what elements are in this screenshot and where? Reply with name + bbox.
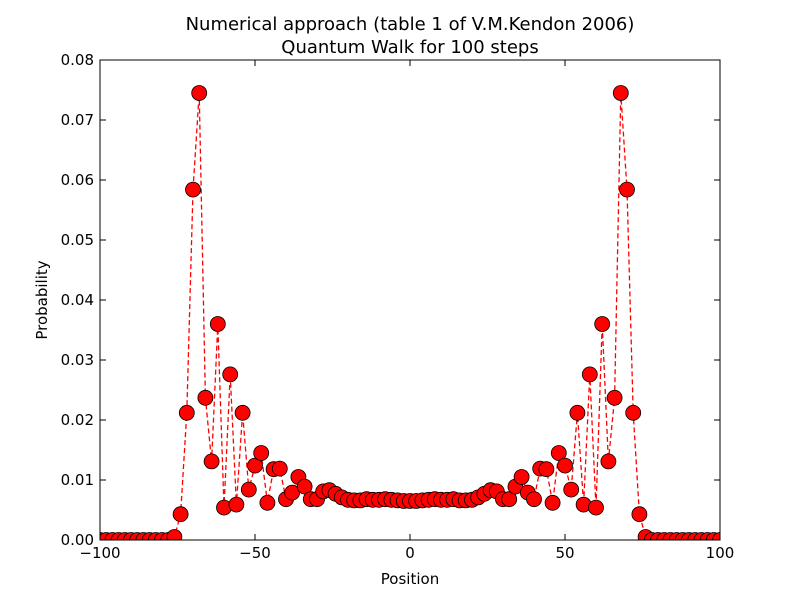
data-point xyxy=(234,404,251,421)
data-point xyxy=(191,85,208,101)
data-point xyxy=(197,389,214,406)
data-point xyxy=(501,491,518,508)
data-point xyxy=(569,404,586,421)
y-tick-label: 0.01 xyxy=(61,471,94,489)
data-point xyxy=(178,404,195,421)
data-point xyxy=(240,481,257,498)
data-point xyxy=(222,366,239,383)
data-point xyxy=(544,494,561,511)
data-point xyxy=(581,366,598,383)
data-point xyxy=(563,481,580,498)
y-tick-label: 0.04 xyxy=(61,291,94,309)
data-point xyxy=(625,404,642,421)
data-point xyxy=(259,494,276,511)
data-point xyxy=(538,461,555,478)
data-point xyxy=(619,181,635,198)
y-axis-label: Probability xyxy=(33,260,51,339)
axis-ticks: −100 −50 0 50 100 0.00 0.01 0.02 0.03 0.04 0.05 0.0… xyxy=(61,51,735,562)
y-tick-label: 0.00 xyxy=(61,531,94,549)
y-tick-label: 0.05 xyxy=(61,231,94,249)
data-point xyxy=(594,316,611,332)
plot-frame xyxy=(99,59,721,541)
data-point xyxy=(296,478,313,495)
data-point xyxy=(526,491,542,508)
data-point xyxy=(271,460,288,477)
data-point xyxy=(513,469,530,485)
data-point xyxy=(185,181,201,198)
y-tick-label: 0.08 xyxy=(61,51,94,69)
y-tick-label: 0.03 xyxy=(61,351,94,369)
x-tick-label: 100 xyxy=(706,544,735,562)
x-tick-label: −100 xyxy=(79,544,120,562)
y-tick-label: 0.07 xyxy=(61,111,94,129)
series-line xyxy=(100,92,720,540)
data-point xyxy=(631,506,648,523)
data-point xyxy=(600,453,617,470)
x-tick-label: 0 xyxy=(405,544,415,562)
x-axis-label: Position xyxy=(381,570,439,588)
chart-subtitle: Quantum Walk for 100 steps xyxy=(281,37,538,58)
data-point xyxy=(209,316,226,332)
y-tick-label: 0.06 xyxy=(61,171,94,189)
data-point xyxy=(557,457,573,474)
chart-title: Numerical approach (table 1 of V.M.Kendo… xyxy=(186,14,635,35)
x-tick-label: 50 xyxy=(555,544,574,562)
data-point xyxy=(203,453,220,470)
data-point xyxy=(550,445,567,461)
x-tick-label: −50 xyxy=(239,544,271,562)
data-point xyxy=(247,457,263,474)
data-point xyxy=(606,389,623,406)
data-point xyxy=(228,496,245,513)
y-tick-label: 0.02 xyxy=(61,411,94,429)
data-point xyxy=(712,532,720,540)
data-point xyxy=(612,85,629,101)
data-point xyxy=(166,529,183,540)
plot-area xyxy=(100,85,720,540)
data-point xyxy=(253,445,270,461)
data-point xyxy=(588,499,604,516)
data-point xyxy=(172,506,189,523)
